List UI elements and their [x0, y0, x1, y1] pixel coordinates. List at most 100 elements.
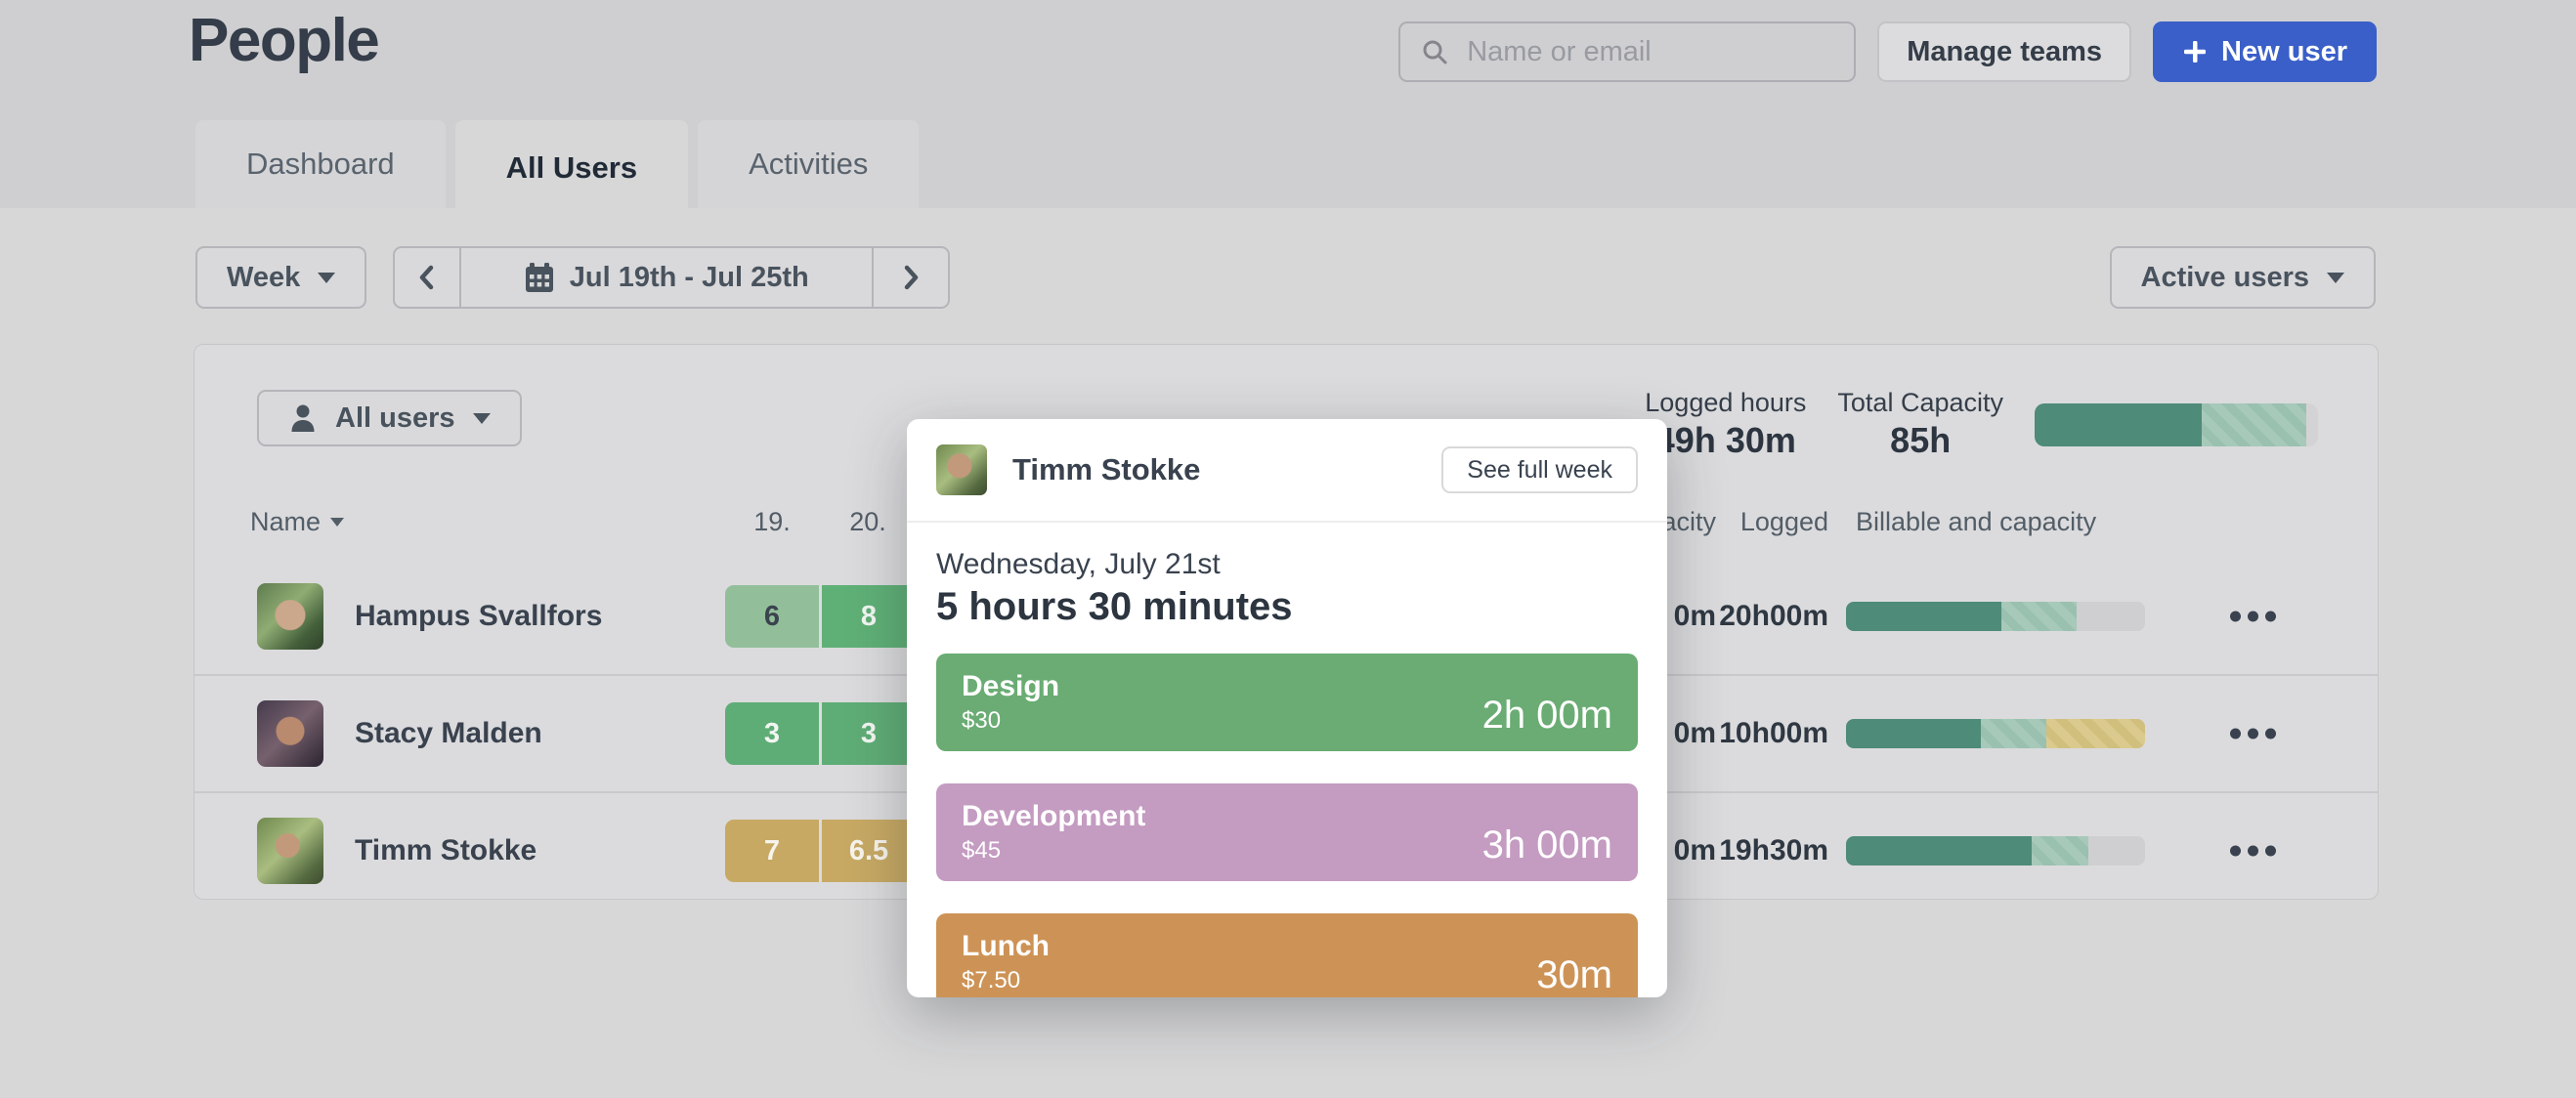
- column-header-billable: Billable and capacity: [1856, 506, 2097, 536]
- day-cells: 7 6.5: [725, 820, 916, 882]
- column-header-name[interactable]: Name: [250, 506, 345, 536]
- toolbar: Week: [195, 246, 2376, 309]
- header-controls: Manage teams New user: [1398, 21, 2377, 82]
- new-user-button[interactable]: New user: [2153, 21, 2377, 82]
- day-cell[interactable]: 6: [725, 585, 819, 648]
- capacity-bar-striped: [2202, 402, 2307, 446]
- chevron-right-icon: [896, 261, 925, 294]
- day-detail-modal: Timm Stokke See full week Wednesday, Jul…: [907, 419, 1667, 997]
- entry-name: Lunch: [962, 930, 1050, 962]
- avatar: [257, 818, 323, 884]
- chevron-down-icon: [472, 412, 491, 424]
- total-capacity-summary: Total Capacity 85h: [1837, 388, 2003, 461]
- user-filter-label: Active users: [2140, 261, 2310, 293]
- page-title: People: [189, 7, 380, 74]
- period-label: Week: [227, 261, 301, 293]
- entry-duration: 3h 00m: [1481, 824, 1612, 866]
- person-icon: [288, 402, 318, 434]
- search-icon: [1420, 37, 1449, 66]
- logged-hours-value: 49h 30m: [1654, 420, 1796, 460]
- total-capacity-label: Total Capacity: [1837, 388, 2003, 417]
- day-cells: 3 3: [725, 702, 916, 765]
- all-users-label: All users: [335, 401, 455, 434]
- entry-duration: 30m: [1536, 953, 1612, 996]
- entry-rate: $45: [962, 837, 1002, 864]
- user-name[interactable]: Stacy Malden: [355, 717, 542, 749]
- capacity-value: 0m: [1673, 600, 1716, 632]
- row-menu-button[interactable]: [2230, 611, 2276, 622]
- column-header-capacity: acity: [1661, 506, 1716, 536]
- logged-value: 19h30m: [1719, 834, 1828, 866]
- toolbar-left: Week: [195, 246, 951, 309]
- all-users-dropdown[interactable]: All users: [257, 390, 522, 446]
- day-cells: 6 8: [725, 585, 916, 648]
- time-entry[interactable]: Development $45 3h 00m: [936, 783, 1638, 881]
- see-full-week-button[interactable]: See full week: [1441, 446, 1638, 493]
- entry-name: Design: [962, 670, 1060, 702]
- entry-name: Development: [962, 800, 1146, 832]
- day-cell[interactable]: 8: [822, 585, 916, 648]
- next-week-button[interactable]: [874, 248, 948, 307]
- entry-rate: $7.50: [962, 967, 1021, 993]
- bar-striped: [1980, 719, 2046, 748]
- calendar-icon: [525, 262, 554, 293]
- name-header-label: Name: [250, 506, 322, 536]
- column-header-day-20: 20.: [849, 506, 886, 536]
- time-entry[interactable]: Design $30 2h 00m: [936, 654, 1638, 751]
- sort-caret-icon: [330, 517, 345, 527]
- user-name[interactable]: Hampus Svallfors: [355, 600, 603, 632]
- manage-teams-button[interactable]: Manage teams: [1877, 21, 2132, 82]
- capacity-bar-solid: [2035, 402, 2203, 446]
- table-header-row: Name 19. 20. acity Logged Billable and c…: [194, 507, 2378, 536]
- capacity-summary: Logged hours 49h 30m Total Capacity 85h: [1645, 388, 2318, 461]
- day-cell[interactable]: 3: [725, 702, 819, 765]
- column-header-logged: Logged: [1739, 506, 1828, 536]
- date-range-label: Jul 19th - Jul 25th: [569, 261, 809, 293]
- entry-duration: 2h 00m: [1481, 694, 1612, 737]
- user-name[interactable]: Timm Stokke: [355, 834, 537, 866]
- bar-overtime: [2046, 719, 2145, 748]
- chevron-left-icon: [412, 261, 442, 294]
- tab-bar: Dashboard All Users Activities: [195, 120, 920, 216]
- column-header-day-19: 19.: [753, 506, 791, 536]
- modal-date: Wednesday, July 21st: [936, 548, 1221, 580]
- tab-dashboard[interactable]: Dashboard: [195, 120, 446, 208]
- user-filter-dropdown[interactable]: Active users: [2109, 246, 2376, 309]
- logged-hours-label: Logged hours: [1645, 388, 1807, 417]
- table-body: Hampus Svallfors 6 8 0m 20h00m Stacy Mal…: [194, 559, 2378, 908]
- logged-hours-summary: Logged hours 49h 30m: [1645, 388, 1806, 461]
- bar-solid: [1846, 719, 1981, 748]
- total-capacity-value: 85h: [1890, 420, 1952, 460]
- logged-value: 20h00m: [1719, 600, 1828, 632]
- date-range-button[interactable]: Jul 19th - Jul 25th: [459, 248, 875, 307]
- bar-solid: [1846, 836, 2032, 866]
- avatar: [936, 444, 987, 495]
- prev-week-button[interactable]: [395, 248, 459, 307]
- entry-rate: $30: [962, 707, 1002, 734]
- new-user-label: New user: [2221, 35, 2347, 67]
- tab-all-users[interactable]: All Users: [454, 120, 689, 216]
- billable-capacity-bar: [1846, 836, 2145, 866]
- time-entries: Design $30 2h 00m Development $45 3h 00m…: [936, 654, 1638, 997]
- plus-icon: [2182, 39, 2208, 64]
- avatar: [257, 700, 323, 767]
- chevron-down-icon: [318, 272, 336, 283]
- day-cell[interactable]: 6.5: [822, 820, 916, 882]
- time-entry[interactable]: Lunch $7.50 30m: [936, 913, 1638, 997]
- modal-user-name: Timm Stokke: [1012, 452, 1201, 486]
- bar-striped: [2031, 836, 2088, 866]
- row-menu-button[interactable]: [2230, 728, 2276, 739]
- bar-solid: [1846, 602, 2002, 631]
- billable-capacity-bar: [1846, 719, 2145, 748]
- search-input[interactable]: [1465, 34, 1835, 69]
- avatar: [257, 583, 323, 650]
- chevron-down-icon: [2327, 272, 2344, 283]
- day-cell[interactable]: 7: [725, 820, 819, 882]
- capacity-value: 0m: [1673, 834, 1716, 866]
- period-dropdown[interactable]: Week: [195, 246, 367, 309]
- row-menu-button[interactable]: [2230, 845, 2276, 857]
- day-cell[interactable]: 3: [822, 702, 916, 765]
- tab-activities[interactable]: Activities: [698, 120, 920, 208]
- capacity-value: 0m: [1673, 717, 1716, 749]
- modal-body: Wednesday, July 21st 5 hours 30 minutes …: [907, 523, 1667, 997]
